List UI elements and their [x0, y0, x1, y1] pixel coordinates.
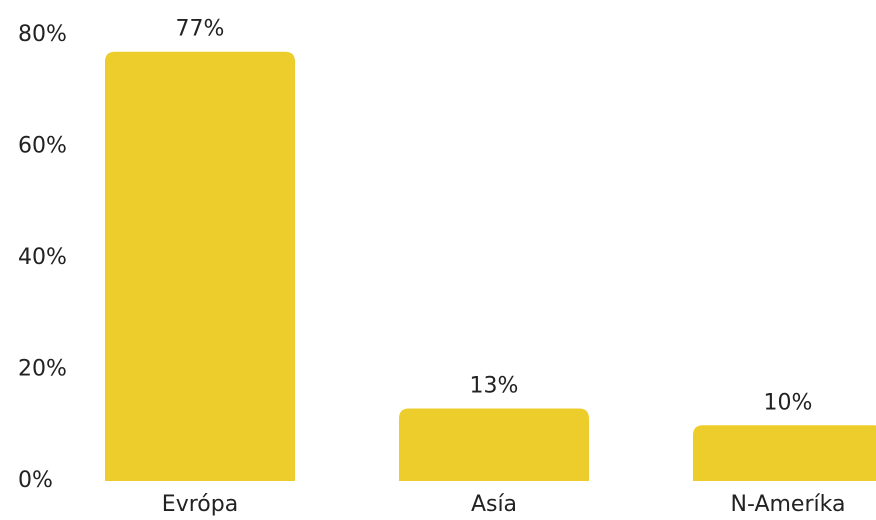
y-tick-label: 80%	[18, 22, 67, 47]
x-tick-label: Evrópa	[162, 492, 238, 517]
bar	[105, 51, 295, 481]
bar	[399, 408, 589, 481]
data-label: 13%	[470, 374, 519, 399]
y-tick-label: 0%	[18, 468, 53, 493]
x-tick-label: Asía	[471, 492, 517, 517]
y-tick-label: 40%	[18, 245, 67, 270]
y-tick-label: 20%	[18, 357, 67, 382]
y-tick-label: 60%	[18, 134, 67, 159]
data-label: 10%	[764, 390, 813, 415]
data-label: 77%	[176, 17, 225, 42]
x-tick-label: N-Ameríka	[731, 492, 846, 517]
bar	[693, 425, 876, 481]
